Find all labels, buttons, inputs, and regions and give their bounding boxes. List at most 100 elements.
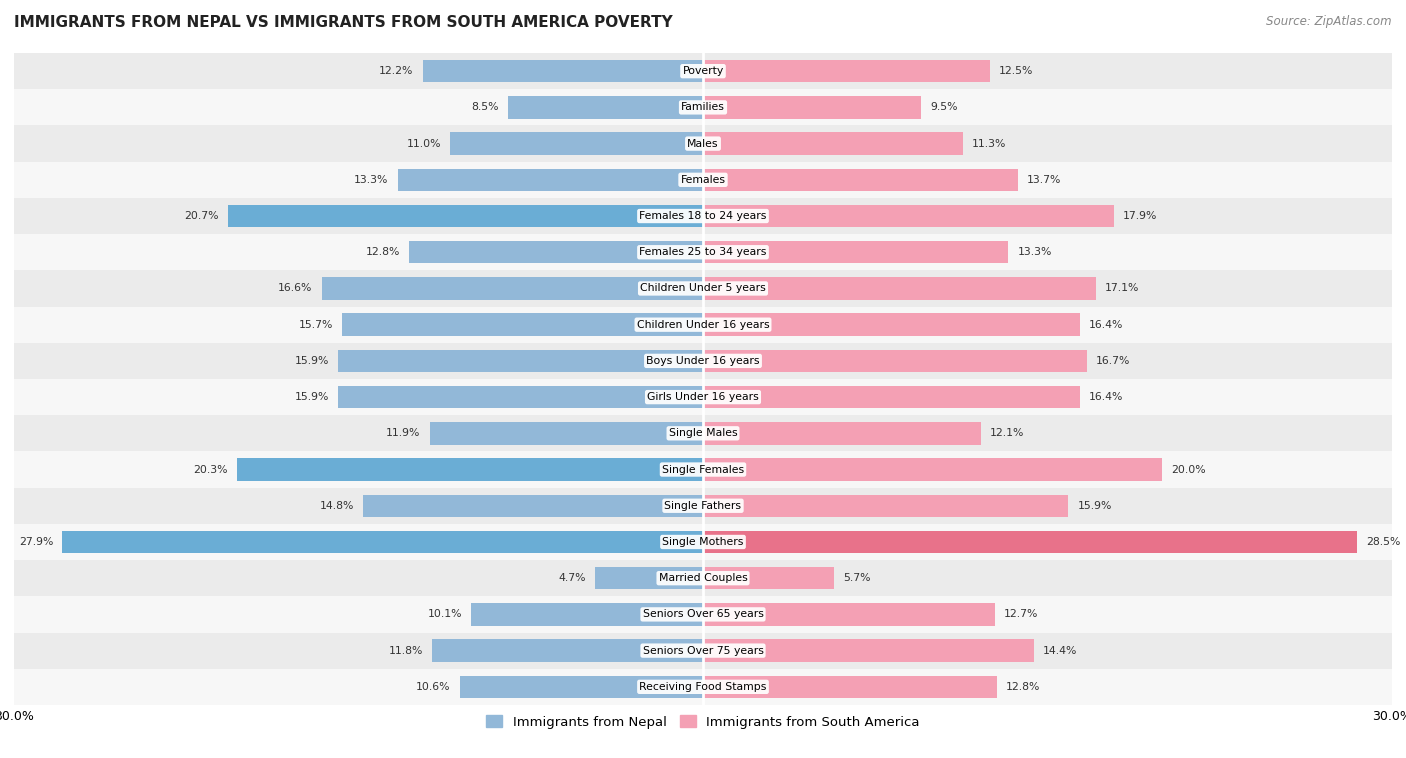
Text: Females: Females [681, 175, 725, 185]
Text: Seniors Over 75 years: Seniors Over 75 years [643, 646, 763, 656]
Bar [14, 560, 1392, 597]
Text: 13.7%: 13.7% [1026, 175, 1062, 185]
Text: 8.5%: 8.5% [471, 102, 499, 112]
Bar [703, 60, 990, 83]
Text: 15.9%: 15.9% [1077, 501, 1112, 511]
Bar [14, 198, 1392, 234]
Bar [703, 205, 1114, 227]
Bar [703, 241, 1008, 264]
Text: Females 25 to 34 years: Females 25 to 34 years [640, 247, 766, 257]
Text: 14.4%: 14.4% [1043, 646, 1077, 656]
Text: Seniors Over 65 years: Seniors Over 65 years [643, 609, 763, 619]
Bar [14, 597, 1392, 632]
Bar [703, 603, 994, 625]
Text: Single Males: Single Males [669, 428, 737, 438]
Bar [703, 675, 997, 698]
Bar [14, 415, 1392, 452]
Text: 17.1%: 17.1% [1105, 283, 1139, 293]
Text: 15.9%: 15.9% [294, 356, 329, 366]
Text: Males: Males [688, 139, 718, 149]
Bar [460, 675, 703, 698]
Bar [595, 567, 703, 590]
Text: 17.9%: 17.9% [1123, 211, 1157, 221]
Bar [14, 271, 1392, 306]
Text: Females 18 to 24 years: Females 18 to 24 years [640, 211, 766, 221]
Text: 11.0%: 11.0% [406, 139, 441, 149]
Bar [14, 524, 1392, 560]
Bar [703, 422, 981, 444]
Text: 11.9%: 11.9% [387, 428, 420, 438]
Text: Children Under 16 years: Children Under 16 years [637, 320, 769, 330]
Text: 20.3%: 20.3% [193, 465, 228, 475]
Bar [703, 459, 1163, 481]
Text: Boys Under 16 years: Boys Under 16 years [647, 356, 759, 366]
Bar [508, 96, 703, 118]
Bar [703, 531, 1358, 553]
Bar [343, 314, 703, 336]
Text: 16.4%: 16.4% [1088, 392, 1123, 402]
Text: 14.8%: 14.8% [319, 501, 354, 511]
Text: 28.5%: 28.5% [1367, 537, 1400, 547]
Text: 12.8%: 12.8% [366, 247, 399, 257]
Bar [337, 349, 703, 372]
Bar [430, 422, 703, 444]
Text: 20.0%: 20.0% [1171, 465, 1206, 475]
Text: Receiving Food Stamps: Receiving Food Stamps [640, 682, 766, 692]
Text: 13.3%: 13.3% [354, 175, 388, 185]
Text: 10.6%: 10.6% [416, 682, 450, 692]
Bar [703, 314, 1080, 336]
Text: Girls Under 16 years: Girls Under 16 years [647, 392, 759, 402]
Bar [703, 640, 1033, 662]
Bar [14, 126, 1392, 161]
Bar [228, 205, 703, 227]
Bar [14, 379, 1392, 415]
Bar [703, 494, 1069, 517]
Text: 12.2%: 12.2% [380, 66, 413, 76]
Text: 9.5%: 9.5% [931, 102, 957, 112]
Bar [703, 567, 834, 590]
Text: Poverty: Poverty [682, 66, 724, 76]
Bar [14, 669, 1392, 705]
Bar [703, 277, 1095, 299]
Bar [398, 168, 703, 191]
Bar [14, 306, 1392, 343]
Text: 12.5%: 12.5% [1000, 66, 1033, 76]
Text: 10.1%: 10.1% [427, 609, 461, 619]
Text: 13.3%: 13.3% [1018, 247, 1052, 257]
Text: 11.3%: 11.3% [972, 139, 1007, 149]
Bar [703, 168, 1018, 191]
Bar [14, 487, 1392, 524]
Text: 20.7%: 20.7% [184, 211, 218, 221]
Text: Children Under 5 years: Children Under 5 years [640, 283, 766, 293]
Text: Source: ZipAtlas.com: Source: ZipAtlas.com [1267, 15, 1392, 28]
Bar [14, 161, 1392, 198]
Text: 4.7%: 4.7% [558, 573, 586, 583]
Bar [14, 343, 1392, 379]
Text: 12.8%: 12.8% [1007, 682, 1040, 692]
Bar [62, 531, 703, 553]
Bar [14, 89, 1392, 126]
Text: 16.7%: 16.7% [1095, 356, 1130, 366]
Text: Married Couples: Married Couples [658, 573, 748, 583]
Text: 15.7%: 15.7% [299, 320, 333, 330]
Bar [432, 640, 703, 662]
Bar [703, 349, 1087, 372]
Bar [703, 386, 1080, 409]
Text: 12.7%: 12.7% [1004, 609, 1038, 619]
Text: Single Fathers: Single Fathers [665, 501, 741, 511]
Text: Single Females: Single Females [662, 465, 744, 475]
Bar [14, 53, 1392, 89]
Legend: Immigrants from Nepal, Immigrants from South America: Immigrants from Nepal, Immigrants from S… [481, 710, 925, 735]
Text: 12.1%: 12.1% [990, 428, 1025, 438]
Text: 11.8%: 11.8% [388, 646, 423, 656]
Text: 16.4%: 16.4% [1088, 320, 1123, 330]
Bar [703, 96, 921, 118]
Text: Single Mothers: Single Mothers [662, 537, 744, 547]
Text: 15.9%: 15.9% [294, 392, 329, 402]
Bar [409, 241, 703, 264]
Bar [14, 632, 1392, 669]
Bar [450, 133, 703, 155]
Bar [337, 386, 703, 409]
Bar [236, 459, 703, 481]
Text: 27.9%: 27.9% [18, 537, 53, 547]
